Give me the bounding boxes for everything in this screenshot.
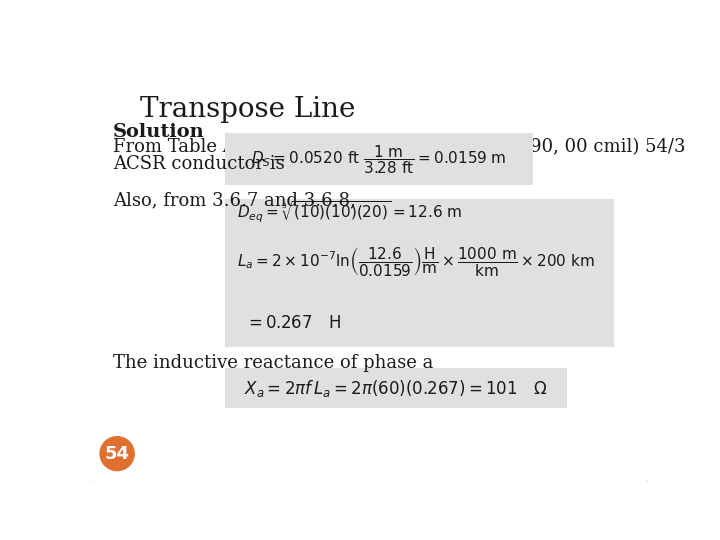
FancyBboxPatch shape: [225, 368, 567, 408]
Text: $X_a = 2\pi f\,L_a = 2\pi(60)(0.267) = 101 \quad \Omega$: $X_a = 2\pi f\,L_a = 2\pi(60)(0.267) = 1…: [244, 377, 548, 399]
Text: Transpose Line: Transpose Line: [140, 96, 356, 123]
Text: 54: 54: [104, 444, 130, 463]
Text: Also, from 3.6.7 and 3.6.8,: Also, from 3.6.7 and 3.6.8,: [113, 192, 356, 210]
FancyBboxPatch shape: [225, 133, 533, 185]
Text: Solution: Solution: [113, 123, 205, 140]
Text: $= 0.267 \quad \mathrm{H}$: $= 0.267 \quad \mathrm{H}$: [245, 314, 341, 332]
FancyBboxPatch shape: [87, 62, 651, 484]
Text: From Table A. 4, the GMR of a 806 mm2 (1, 590, 00 cmil) 54/3: From Table A. 4, the GMR of a 806 mm2 (1…: [113, 138, 685, 156]
FancyBboxPatch shape: [225, 199, 614, 347]
Text: ACSR conductor is: ACSR conductor is: [113, 155, 285, 173]
Circle shape: [100, 437, 134, 470]
Text: $D_S = 0.0520\ \mathrm{ft}\ \dfrac{1\ \mathrm{m}}{3.28\ \mathrm{ft}} = 0.0159\ \: $D_S = 0.0520\ \mathrm{ft}\ \dfrac{1\ \m…: [251, 143, 507, 176]
Text: $D_{eq} = \sqrt[3]{(10)(10)(20)} = 12.6\ \mathrm{m}$: $D_{eq} = \sqrt[3]{(10)(10)(20)} = 12.6\…: [238, 200, 463, 225]
Text: $L_a = 2 \times 10^{-7} \ln\!\left(\dfrac{12.6}{0.0159}\right) \dfrac{\mathrm{H}: $L_a = 2 \times 10^{-7} \ln\!\left(\dfra…: [238, 245, 595, 278]
Text: The inductive reactance of phase a: The inductive reactance of phase a: [113, 354, 433, 372]
